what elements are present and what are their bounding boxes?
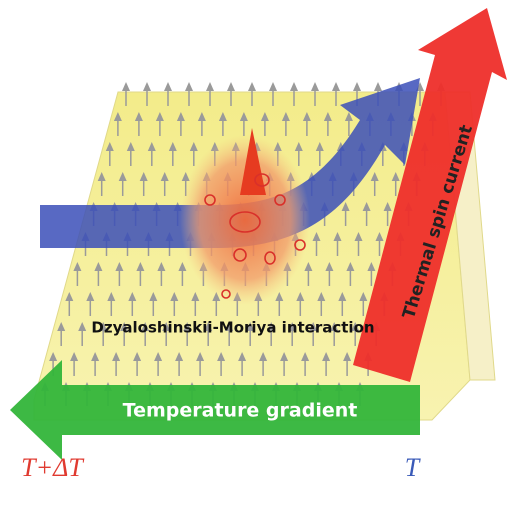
spin-arrow-head <box>206 82 214 91</box>
spin-arrow-head <box>122 82 130 91</box>
spin-arrow-head <box>185 82 193 91</box>
spin-arrow-head <box>227 82 235 91</box>
skyrmion <box>180 135 310 305</box>
spin-arrow-head <box>374 82 382 91</box>
spin-arrow-head <box>353 82 361 91</box>
spin-arrow-head <box>332 82 340 91</box>
spin-arrow-head <box>164 82 172 91</box>
dmi-label: Dzyaloshinskii-Moriya interaction <box>91 319 374 337</box>
cold-label: T <box>405 453 421 482</box>
diagram: Thermal spin current Dzyaloshinskii-Mori… <box>0 0 523 508</box>
hot-label: T+ΔT <box>21 453 84 482</box>
gradient-label: Temperature gradient <box>123 400 358 422</box>
spin-arrow-head <box>143 82 151 91</box>
spin-arrow-head <box>248 82 256 91</box>
spin-arrow-head <box>290 82 298 91</box>
spin-arrow-head <box>269 82 277 91</box>
spin-arrow-head <box>311 82 319 91</box>
